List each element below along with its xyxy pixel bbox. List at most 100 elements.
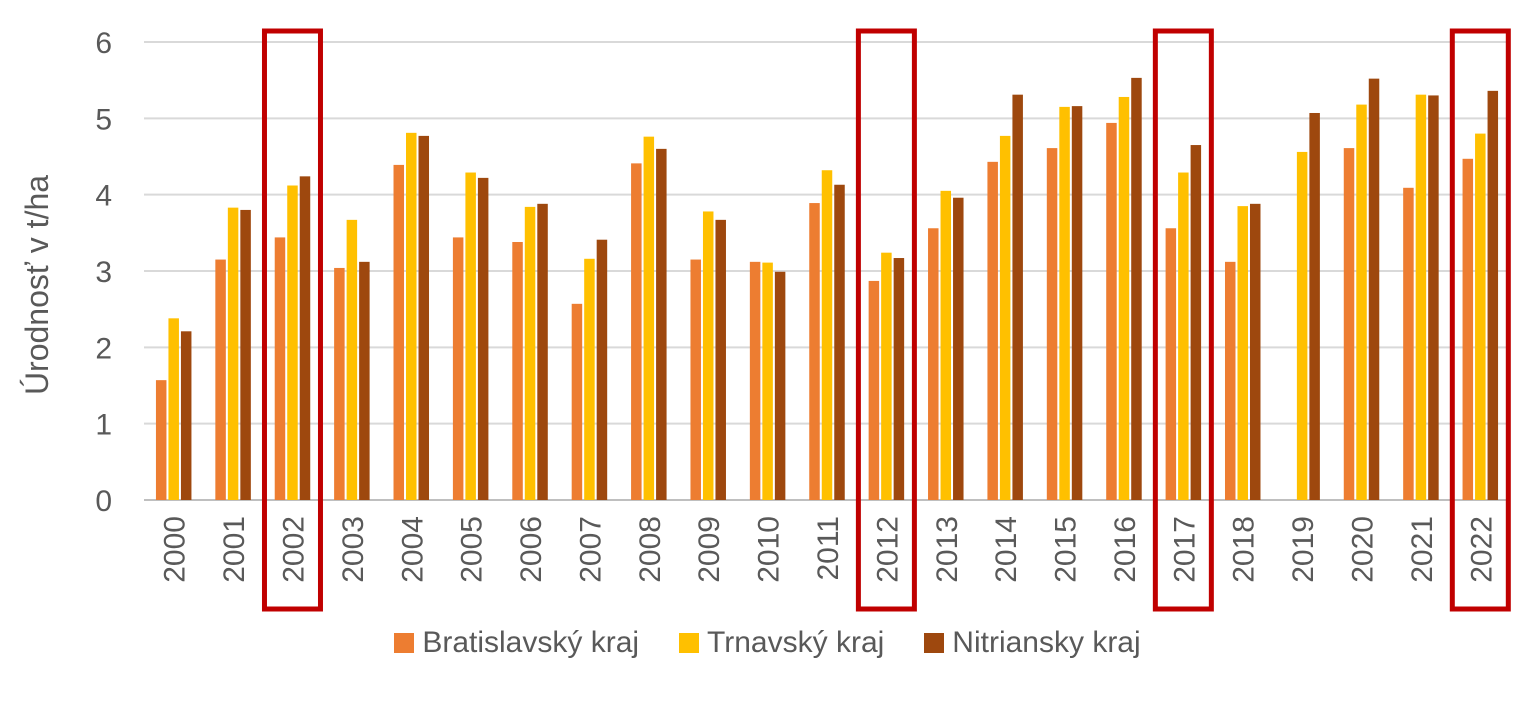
y-tick-label: 2 [95, 332, 112, 365]
legend-label-trnavsky: Trnavský kraj [707, 626, 885, 659]
bar-2003-series-1 [346, 219, 358, 500]
x-tick-label-2014: 2014 [990, 516, 1023, 583]
highlight-box-2002 [261, 28, 323, 612]
bar-2002-series-0 [274, 237, 286, 500]
bar-2017-series-2 [1190, 145, 1202, 501]
x-tick-label-2005: 2005 [456, 516, 489, 583]
y-tick-label: 3 [95, 256, 112, 289]
y-tick-label: 0 [95, 485, 112, 518]
bar-2019-series-2 [1309, 112, 1320, 501]
bar-2004-series-1 [406, 132, 417, 500]
legend-label-nitriansky: Nitriansky kraj [952, 626, 1141, 659]
bar-2012-series-1 [881, 252, 892, 500]
bar-2013-series-2 [953, 197, 964, 500]
legend-swatch-trnavsky [679, 633, 700, 653]
bar-2004-series-0 [393, 164, 405, 500]
y-tick-label: 6 [95, 27, 112, 60]
bar-2015-series-0 [1046, 148, 1058, 500]
bar-2015-series-1 [1059, 106, 1070, 500]
bar-2001-series-2 [240, 209, 251, 500]
bar-2015-series-2 [1071, 106, 1083, 501]
x-tick-label-2012: 2012 [871, 516, 904, 583]
bar-2016-series-1 [1118, 96, 1130, 501]
bar-2011-series-1 [821, 170, 833, 501]
x-tick-labels: 2000 2001 2002 2003 2004 2005 2006 2007 2008 2009… [159, 516, 1499, 583]
bar-2004-series-2 [418, 135, 430, 500]
bar-2008-series-1 [643, 136, 655, 501]
x-tick-label-2003: 2003 [337, 516, 370, 583]
bar-2022-series-1 [1475, 133, 1486, 500]
bar-2018-series-0 [1224, 261, 1236, 500]
x-tick-label-2004: 2004 [396, 516, 429, 583]
bar-2020-series-1 [1356, 104, 1367, 501]
x-tick-label-2009: 2009 [693, 516, 726, 583]
bar-2003-series-2 [359, 261, 370, 500]
bar-2022-series-2 [1487, 90, 1499, 500]
bar-2007-series-2 [596, 239, 608, 500]
bar-2002-series-1 [287, 185, 298, 501]
highlight-box-2017 [1152, 28, 1214, 612]
bar-2017-series-1 [1178, 172, 1189, 500]
bar-2014-series-0 [987, 161, 998, 501]
x-tick-label-2017: 2017 [1168, 516, 1201, 583]
bar-2014-series-2 [1012, 94, 1023, 501]
x-tick-label-2007: 2007 [574, 516, 607, 583]
x-tick-label-2018: 2018 [1228, 516, 1261, 583]
x-tick-label-2020: 2020 [1347, 516, 1380, 583]
y-tick-labels: 0 1 2 3 4 5 6 [95, 27, 112, 518]
x-tick-label-2022: 2022 [1465, 516, 1498, 583]
legend-item-bratislavsky: Bratislavský kraj [394, 626, 639, 660]
x-tick-label-2008: 2008 [634, 516, 667, 583]
x-tick-label-2021: 2021 [1406, 516, 1439, 583]
bar-2002-series-2 [299, 176, 311, 500]
bar-2013-series-1 [940, 190, 952, 500]
bar-2005-series-1 [465, 172, 476, 500]
bar-2019-series-1 [1296, 151, 1308, 501]
x-tick-label-2001: 2001 [218, 516, 251, 583]
x-tick-label-2006: 2006 [515, 516, 548, 583]
bar-2022-series-0 [1462, 158, 1474, 501]
bar-2006-series-1 [524, 206, 536, 500]
bar-2003-series-0 [334, 267, 345, 500]
bar-2014-series-1 [999, 135, 1011, 500]
bar-2001-series-0 [215, 259, 226, 500]
x-tick-label-2013: 2013 [931, 516, 964, 583]
bar-2013-series-0 [928, 228, 939, 500]
bar-2001-series-1 [227, 207, 239, 501]
bar-2012-series-2 [893, 258, 905, 500]
bar-2011-series-2 [834, 184, 845, 500]
bar-2010-series-2 [774, 271, 786, 500]
bar-2007-series-1 [584, 258, 595, 500]
legend-swatch-nitriansky [924, 633, 945, 653]
y-tick-label: 5 [95, 103, 112, 136]
bar-2018-series-2 [1249, 203, 1261, 500]
highlight-box-2012 [855, 28, 917, 612]
legend-label-bratislavsky: Bratislavský kraj [422, 626, 640, 659]
bar-2008-series-0 [631, 163, 642, 500]
bar-2006-series-0 [512, 241, 523, 500]
bar-2000-series-2 [180, 331, 192, 500]
bar-2008-series-2 [656, 148, 667, 500]
bar-2000-series-1 [168, 318, 179, 500]
bar-2020-series-0 [1343, 148, 1355, 500]
x-tick-label-2011: 2011 [812, 516, 845, 581]
bar-2005-series-2 [477, 177, 489, 500]
legend-item-trnavsky: Trnavský kraj [679, 626, 884, 660]
bar-2009-series-0 [690, 259, 701, 500]
bar-2020-series-2 [1368, 78, 1380, 500]
bars [155, 77, 1499, 501]
highlight-boxes [261, 28, 1511, 612]
legend-swatch-bratislavsky [394, 633, 415, 653]
bar-2021-series-1 [1415, 94, 1427, 501]
bar-2011-series-0 [809, 203, 820, 500]
highlight-box-2022 [1449, 28, 1511, 612]
legend: Bratislavský kraj Trnavský kraj Nitrians… [0, 626, 1535, 660]
bar-2016-series-2 [1131, 77, 1142, 501]
bar-2010-series-0 [749, 261, 761, 500]
bar-2021-series-0 [1403, 187, 1414, 500]
y-tick-label: 4 [95, 180, 112, 213]
x-tick-label-2015: 2015 [1050, 516, 1083, 583]
y-axis-label: Úrodnosť v t/ha [19, 175, 55, 395]
